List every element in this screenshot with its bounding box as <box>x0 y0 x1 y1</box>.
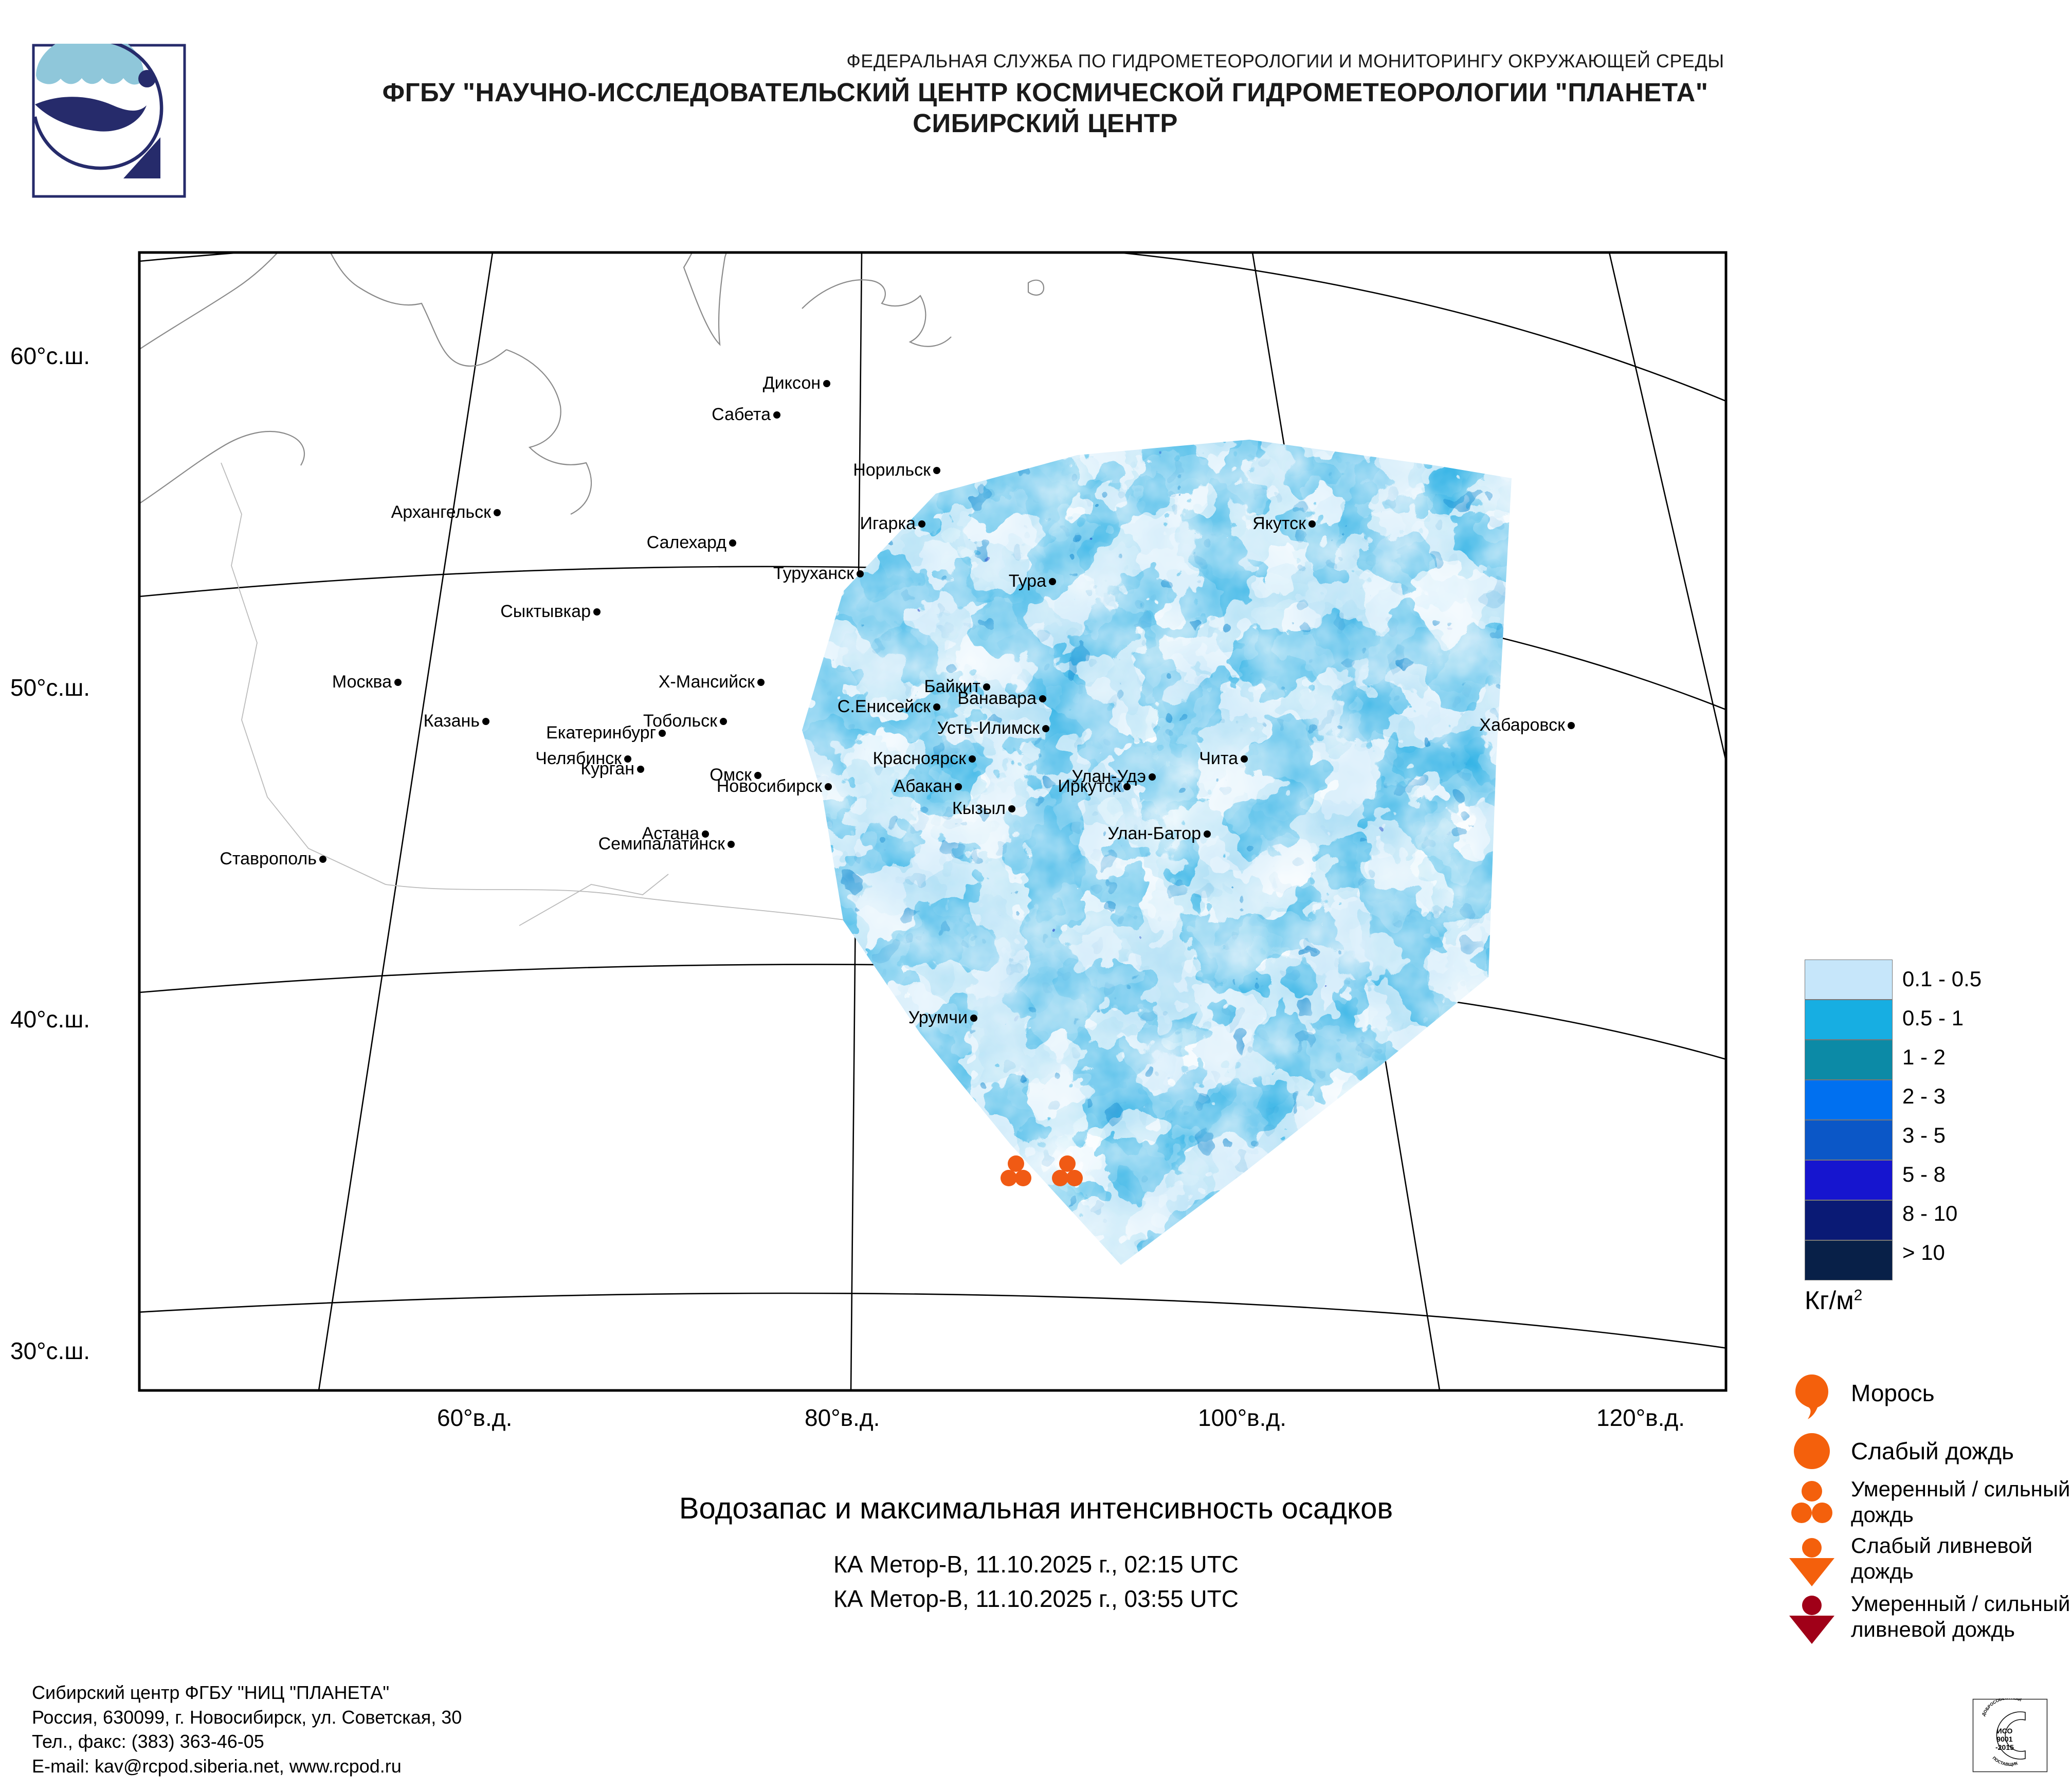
svg-text:Хабаровск: Хабаровск <box>1479 715 1566 735</box>
svg-text:Улан-Батор: Улан-Батор <box>1107 824 1201 843</box>
svg-text:Х-Мансийск: Х-Мансийск <box>659 672 755 692</box>
svg-text:Салехард: Салехард <box>647 533 727 552</box>
svg-text:Чита: Чита <box>1199 749 1238 768</box>
svg-text:Москва: Москва <box>332 672 392 692</box>
svg-text:Тура: Тура <box>1009 571 1046 591</box>
svg-text:Игарка: Игарка <box>860 514 916 533</box>
svg-text:Норильск: Норильск <box>853 460 931 480</box>
svg-text:С.Енисейск: С.Енисейск <box>838 697 931 716</box>
svg-text:Семипалатинск: Семипалатинск <box>598 834 725 854</box>
svg-text:Ставрополь: Ставрополь <box>220 849 317 869</box>
svg-text:Екатеринбург: Екатеринбург <box>546 723 656 743</box>
svg-text:Диксон: Диксон <box>763 373 821 393</box>
svg-text:Иркутск: Иркутск <box>1058 776 1121 796</box>
svg-text:Красноярск: Красноярск <box>873 749 967 768</box>
svg-text:Якутск: Якутск <box>1252 514 1306 533</box>
svg-text:Урумчи: Урумчи <box>908 1008 968 1027</box>
svg-text:Туруханск: Туруханск <box>773 564 855 583</box>
svg-text:Ванавара: Ванавара <box>957 689 1037 708</box>
svg-text:Архангельск: Архангельск <box>391 502 492 522</box>
svg-text:Курган: Курган <box>580 759 634 779</box>
svg-text:Абакан: Абакан <box>894 776 952 796</box>
svg-text:Сыктывкар: Сыктывкар <box>500 602 591 621</box>
svg-text:Усть-Илимск: Усть-Илимск <box>937 718 1041 738</box>
svg-text:Кызыл: Кызыл <box>952 799 1006 818</box>
svg-text:Новосибирск: Новосибирск <box>717 776 823 796</box>
svg-text:Казань: Казань <box>424 711 480 731</box>
svg-text:Сабета: Сабета <box>712 405 771 424</box>
